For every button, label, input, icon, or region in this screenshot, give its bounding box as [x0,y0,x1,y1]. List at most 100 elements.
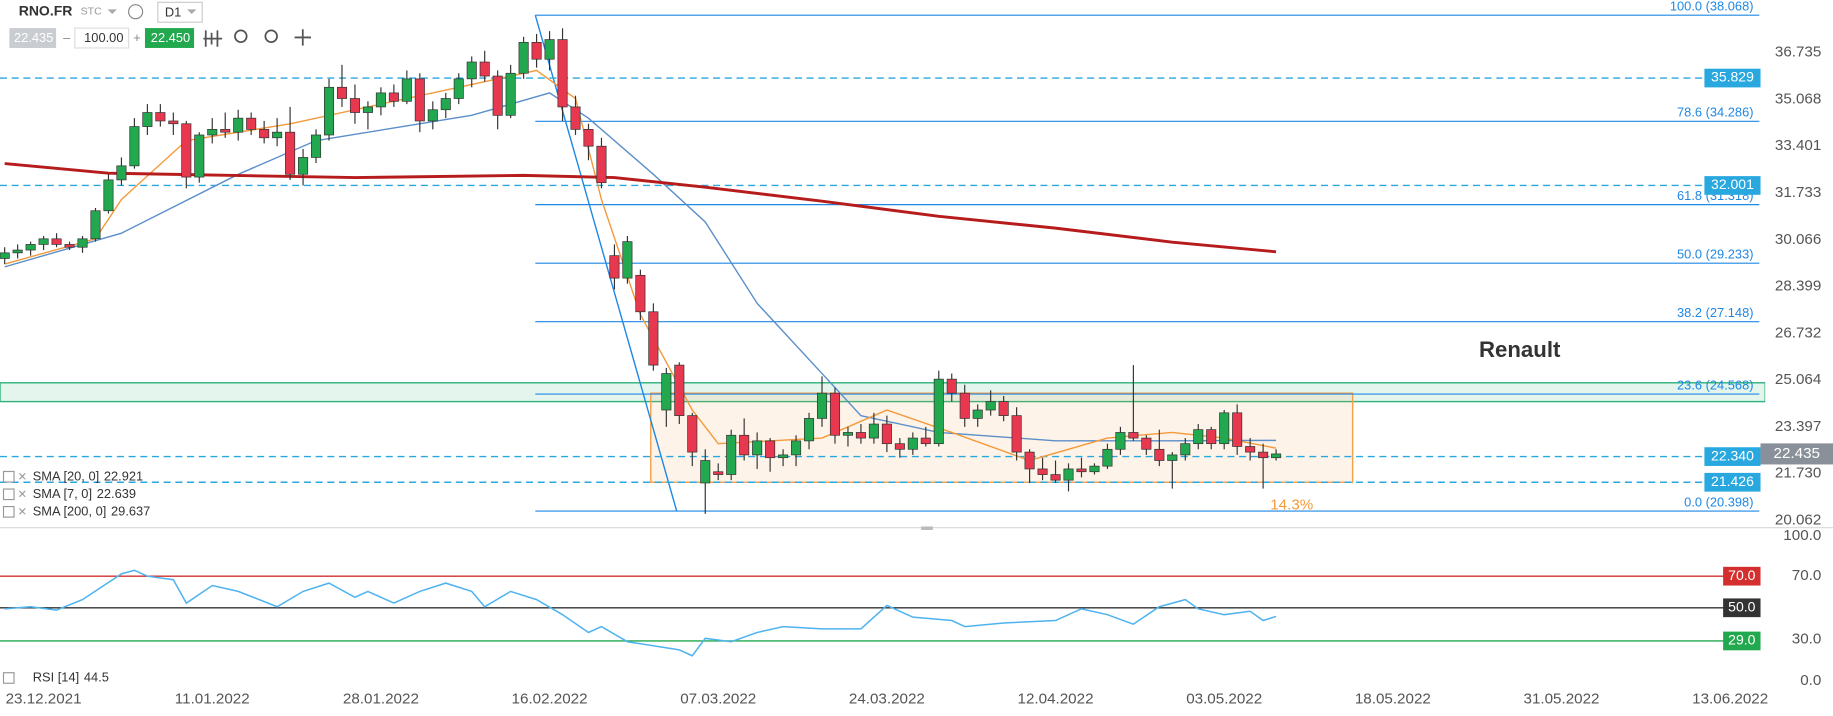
level-box [1704,176,1761,195]
y-tick-label: 28.399 [1775,278,1821,295]
x-tick-label: 28.01.2022 [343,691,419,708]
legend-remove: ✕ [18,470,28,483]
plus[interactable]: + [133,30,141,45]
legend-icon [2,505,15,518]
fib-label: 0.0 (20.398) [1684,494,1753,509]
candle-body [583,129,594,147]
last-price-box [1760,443,1833,465]
candle-body [648,311,659,366]
symbol[interactable]: RNO.FR [19,2,73,18]
minus[interactable]: – [63,30,71,45]
candle-body [90,210,101,240]
candle-body [1232,412,1243,447]
candle-body [362,106,373,113]
x-tick-label: 13.06.2022 [1692,691,1768,708]
candle-body [1141,437,1152,450]
candle-body [51,238,62,245]
zoom-in-icon[interactable] [264,29,278,43]
pane-handle[interactable] [921,526,933,530]
candle-body [1063,468,1074,481]
legend-remove: ✕ [18,506,28,519]
candle-body [12,249,23,254]
fib-label: 50.0 (29.233) [1677,246,1753,261]
level-box [1704,447,1761,466]
y-tick-label: 33.401 [1775,137,1821,154]
candle-body [401,78,412,102]
y-tick-label: 31.733 [1775,184,1821,201]
x-tick-label: 31.05.2022 [1524,691,1600,708]
candle-body [765,440,776,459]
bid: 22.435 [14,30,53,45]
candle-body [739,434,750,456]
pan-icon[interactable] [294,29,311,46]
candle-body [804,418,815,442]
toolbar: RNO.FR STC D1 22.435 – 100.00 + 22.450 [9,1,311,49]
y-tick-label: 70.0 [1792,567,1822,584]
level-box [1704,472,1761,492]
interval-select[interactable] [157,1,203,23]
candle-body [466,61,477,80]
dropdown-icon[interactable] [107,9,117,15]
candle-body [752,440,763,456]
candle-body [375,92,386,108]
level-label: 35.829 [1711,69,1754,85]
dropdown-icon [187,9,197,15]
candle-body [855,432,866,439]
candle-body [440,98,451,111]
candle-body [1037,468,1048,475]
candle-body [1128,432,1139,439]
quantity-box[interactable] [74,27,130,49]
candle-body [933,378,944,445]
candle-body [557,39,568,108]
candle-body [233,117,244,133]
candle-body [479,61,490,77]
y-tick-label: 0.0 [1800,672,1821,689]
y-tick-label: 100.0 [1783,527,1821,544]
legend-value: 22.639 [97,486,136,501]
candle-body [868,423,879,439]
y-tick-label: 36.735 [1775,44,1821,61]
candle-body [1115,432,1126,450]
candle-body [336,86,348,99]
legend-remove: ✕ [18,488,28,501]
zoom-out-icon[interactable] [234,29,248,43]
fib-label: 100.0 (38.068) [1670,0,1754,13]
sma-line [4,162,1277,254]
legend-icon [2,488,15,501]
candle-body [1089,465,1100,473]
legend-value: 29.637 [111,504,150,519]
candle-body [1206,429,1217,445]
candle-body [544,39,555,60]
candle-body [700,460,711,484]
ask-box[interactable] [144,28,195,48]
candle-body [674,364,685,416]
candle-body [985,401,996,411]
candle-body [453,78,464,99]
candle-body [259,129,270,139]
candle-body [1076,468,1087,473]
candle-body [946,378,957,394]
chart-type-icon[interactable] [203,30,223,47]
legend-name: SMA [200, 0] [33,504,107,519]
legend-icon [2,672,15,684]
level-box [1704,68,1761,88]
bid-box[interactable] [9,28,57,48]
candle-body [596,145,607,184]
candle-body [142,112,153,127]
candle-body [1024,451,1035,470]
market: STC [81,5,102,17]
y-tick-label: 20.062 [1775,512,1821,529]
sma-line [4,92,1277,442]
candle-body [531,42,542,60]
candle-body [492,75,503,116]
candle-body [791,440,802,456]
level-label: 21.426 [1711,473,1754,489]
candle-body [1167,454,1178,461]
info-icon[interactable] [128,4,144,20]
candle-body [38,238,49,245]
candle-body [427,109,438,122]
candle-body [713,471,724,475]
